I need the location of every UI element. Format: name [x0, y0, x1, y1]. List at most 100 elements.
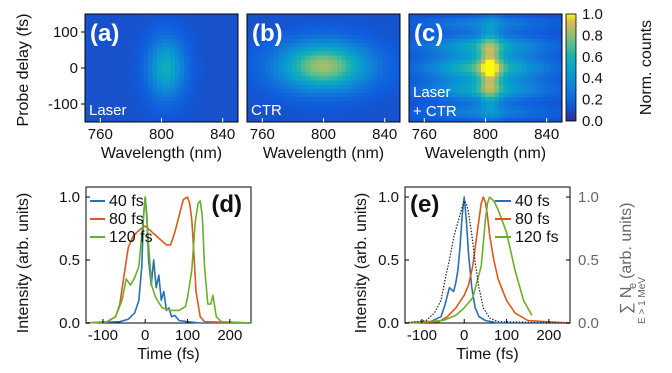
heatmap-cell [517, 101, 523, 106]
heatmap-cell [184, 59, 190, 65]
heatmap-cell [188, 109, 194, 115]
heatmap-cell [373, 26, 379, 32]
heatmap-cell [364, 22, 370, 28]
heatmap-cell [260, 34, 266, 40]
heatmap-cell [526, 84, 532, 90]
heatmap-cell [125, 26, 131, 32]
heatmap-cell [170, 101, 176, 106]
heatmap-cell [526, 92, 532, 98]
heatmap-cell [157, 88, 163, 94]
heatmap-cell [215, 34, 221, 40]
heatmap-cell [467, 30, 473, 36]
heatmap-cell [188, 88, 194, 94]
heatmap-cell [278, 76, 284, 82]
heatmap-cell [247, 51, 253, 57]
heatmap-cell [278, 80, 284, 86]
heatmap-cell [94, 51, 100, 57]
heatmap-cell [382, 101, 388, 106]
heatmap-cell [197, 34, 203, 40]
heatmap-cell [539, 97, 545, 102]
heatmap-cell [188, 80, 194, 86]
heatmap-cell [134, 92, 140, 98]
heatmap-cell [521, 76, 527, 82]
heatmap-cell [472, 88, 478, 94]
heatmap-cell [94, 63, 100, 69]
heatmap-cell [472, 14, 478, 19]
heatmap-cell [485, 63, 491, 69]
heatmap-cell [373, 97, 379, 102]
heatmap-cell [166, 80, 172, 86]
heatmap-cell [391, 59, 397, 65]
heatmap-cell [449, 109, 455, 115]
heatmap-cell [116, 47, 122, 52]
heatmap-cell [202, 109, 208, 115]
heatmap-cell [251, 63, 257, 69]
heatmap-cell [517, 26, 523, 32]
heatmap-cell [211, 59, 217, 65]
heatmap-cell [152, 26, 158, 32]
heatmap-cell [220, 76, 226, 82]
heatmap-cell [305, 30, 311, 36]
heatmap-cell [436, 59, 442, 65]
heatmap-cell [247, 113, 253, 119]
heatmap-cell [301, 113, 307, 119]
heatmap-cell [278, 113, 284, 119]
heatmap-cell [364, 59, 370, 65]
heatmap-cell [148, 43, 154, 48]
heatmap-cell [98, 84, 104, 90]
heatmap-cell [125, 97, 131, 102]
heatmap-cell [89, 113, 95, 119]
heatmap-cell [454, 113, 460, 119]
heatmap-cell [386, 76, 392, 82]
heatmap-cell [413, 18, 419, 23]
y-axis-label: Probe delay (fs) [15, 14, 32, 127]
heatmap-cell [184, 117, 190, 122]
heatmap-cell [175, 51, 181, 57]
heatmap-cell [539, 105, 545, 111]
heatmap-cell [544, 55, 550, 61]
heatmap-cell [508, 30, 514, 36]
heatmap-cell [386, 101, 392, 106]
heatmap-cell [229, 76, 235, 82]
heatmap-cell [125, 88, 131, 94]
heatmap-cell [346, 43, 352, 48]
heatmap-cell [161, 113, 167, 119]
heatmap-cell [112, 43, 118, 48]
heatmap-cell [224, 22, 230, 28]
heatmap-cell [418, 68, 424, 73]
heatmap-cell [206, 26, 212, 32]
heatmap-cell [139, 38, 145, 44]
heatmap-cell [197, 105, 203, 111]
heatmap-cell [229, 117, 235, 122]
heatmap-cell [98, 113, 104, 119]
heatmap-cell [319, 26, 325, 32]
heatmap-cell [215, 38, 221, 44]
heatmap-cell [440, 101, 446, 106]
heatmap-cell [476, 109, 482, 115]
heatmap-cell [427, 59, 433, 65]
heatmap-cell [134, 113, 140, 119]
heatmap-cell [166, 68, 172, 73]
heatmap-cell [206, 109, 212, 115]
heatmap-cell [431, 43, 437, 48]
heatmap-cell [166, 84, 172, 90]
heatmap-cell [445, 109, 451, 115]
heatmap-cell [512, 34, 518, 40]
heatmap-cell [247, 18, 253, 23]
heatmap-cell [134, 43, 140, 48]
heatmap-cell [292, 51, 298, 57]
heatmap-cell [229, 26, 235, 32]
heatmap-cell [436, 38, 442, 44]
x-tick-label: 760 [412, 126, 437, 143]
heatmap-cell [206, 34, 212, 40]
heatmap-cell [188, 38, 194, 44]
heatmap-cell [206, 76, 212, 82]
heatmap-cell [310, 92, 316, 98]
x-tick-label: 840 [210, 126, 235, 143]
heatmap-cell [175, 76, 181, 82]
heatmap-cell [557, 43, 562, 48]
heatmap-cell [346, 105, 352, 111]
heatmap-cell [184, 43, 190, 48]
heatmap-cell [521, 101, 527, 106]
heatmap-cell [121, 68, 127, 73]
